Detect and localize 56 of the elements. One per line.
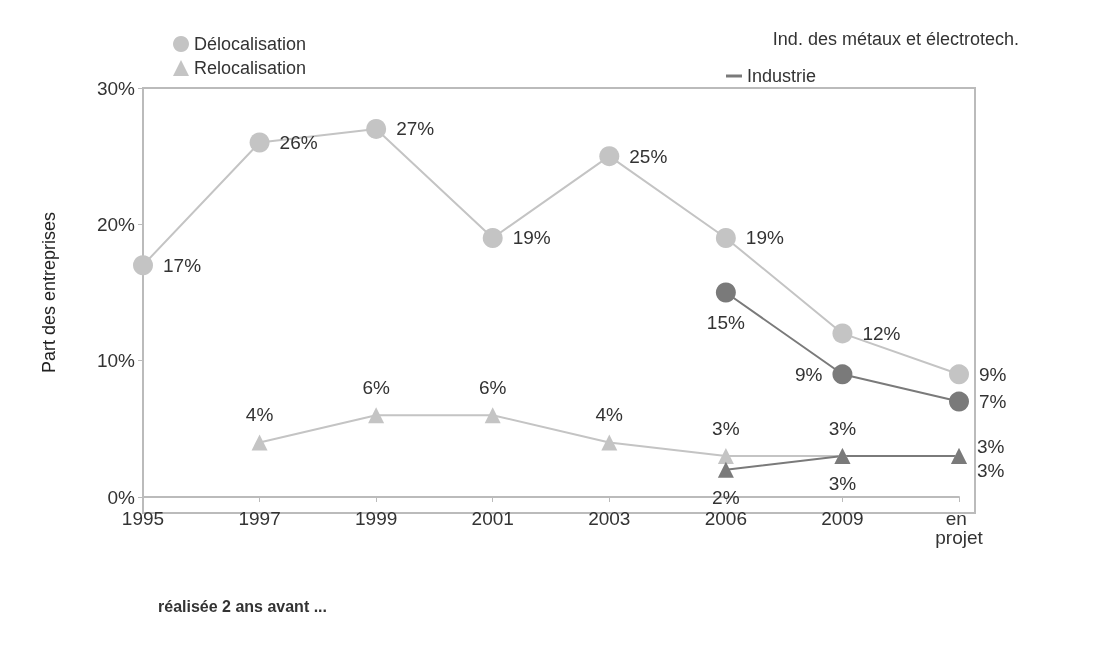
data-label: 4% [245,404,274,426]
data-label: 3% [977,459,1005,481]
data-label: 4% [595,404,624,426]
point [717,461,734,478]
y-tick-label: 20% [96,213,136,235]
data-label: 19% [745,227,784,249]
point [717,448,734,465]
legend-label: Délocalisation [194,34,307,54]
point [949,364,969,385]
data-label: 15% [706,311,745,333]
data-label: 19% [512,227,551,249]
point [249,132,270,153]
data-label: 27% [396,118,435,140]
point [368,407,385,424]
point [601,434,618,451]
data-label: 3% [712,418,740,440]
data-label: 12% [862,322,901,344]
data-label: 3% [977,435,1005,457]
text: réalisée 2 ans avant ... [158,597,327,615]
y-tick-label: 10% [96,350,136,372]
point [133,255,153,276]
point [366,118,387,139]
point [599,146,620,167]
point [482,227,503,248]
y-tick-label: 0% [107,486,136,508]
data-label: 2% [712,486,740,508]
x-tick-label: 2001 [471,508,514,529]
text: Ind. des métaux et électrotech. [772,29,1019,49]
x-tick-label: 2003 [588,508,631,529]
point [715,227,736,248]
point [715,282,736,303]
point [251,434,268,451]
data-label: 25% [629,145,668,167]
point [484,407,501,424]
x-tick-label: 1997 [238,508,281,529]
legend-label: Relocalisation [194,58,307,78]
data-label: 6% [478,377,507,399]
data-label: 6% [362,377,390,399]
x-tick-label: en projet [935,508,984,548]
legend-label: Industrie [747,66,817,86]
x-tick-label: 2006 [704,508,747,529]
y-tick-label: 30% [96,77,136,99]
x-tick-label: 1995 [121,508,165,529]
data-label: 3% [828,418,857,440]
data-label: 9% [794,363,823,385]
point [949,391,969,412]
x-tick-label: 1999 [355,508,398,529]
data-label: 7% [979,391,1007,413]
data-label: 9% [979,363,1007,385]
data-label: 3% [828,473,857,495]
x-tick-label: 2009 [821,508,864,529]
data-label: 17% [163,254,202,276]
point [832,364,853,385]
point [832,323,853,344]
y-axis-title: Part des entreprises [39,211,59,374]
data-label: 26% [279,132,318,154]
